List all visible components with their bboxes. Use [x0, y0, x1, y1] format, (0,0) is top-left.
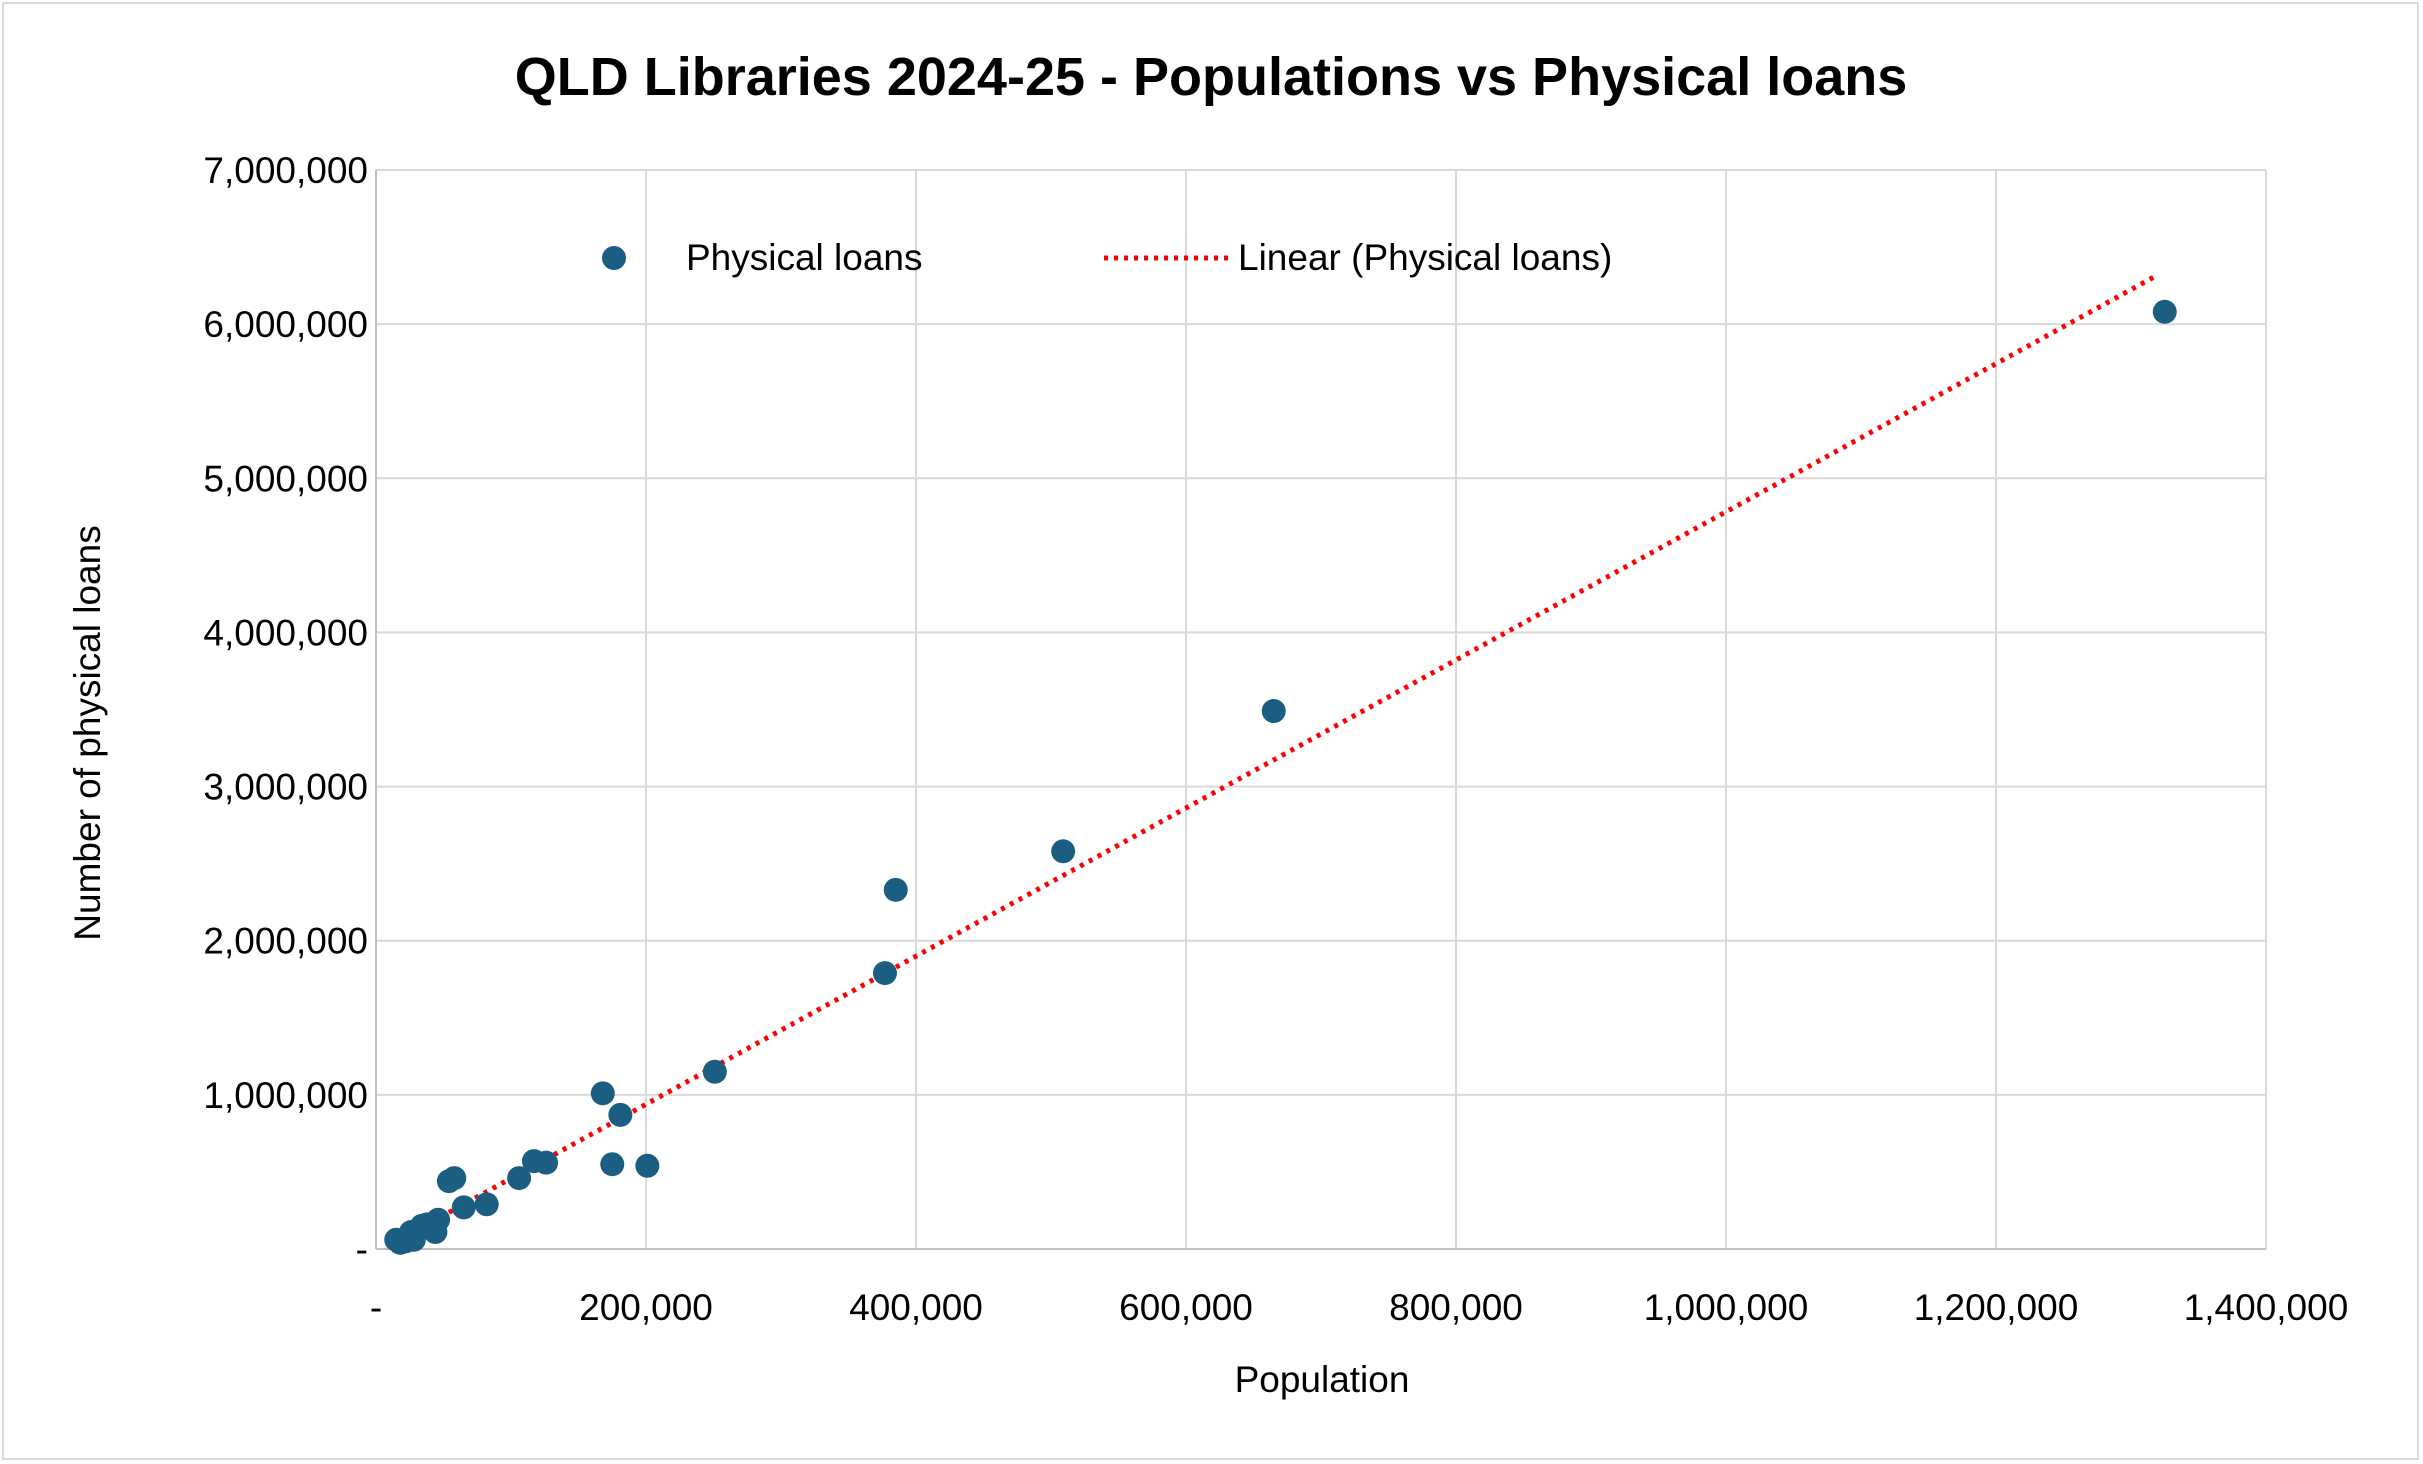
data-point	[590, 1081, 615, 1106]
gridlines	[376, 169, 2267, 1249]
y-tick-label: 2,000,000	[203, 921, 368, 962]
trendline-layer	[395, 272, 2160, 1244]
data-point	[635, 1153, 660, 1178]
x-tick-label: -	[370, 1287, 382, 1328]
y-tick-label: 1,000,000	[203, 1075, 368, 1116]
x-axis-title: Population	[1235, 1359, 1410, 1400]
x-tick-label: 1,200,000	[1914, 1287, 2079, 1328]
data-point	[451, 1195, 476, 1220]
legend-label-physical-loans: Physical loans	[686, 237, 923, 278]
data-point	[507, 1166, 532, 1191]
x-tick-label: 600,000	[1119, 1287, 1253, 1328]
data-point	[2152, 299, 2177, 324]
y-axis-title: Number of physical loans	[67, 525, 108, 940]
data-point	[608, 1102, 633, 1127]
data-point	[702, 1059, 727, 1084]
y-tick-label: 3,000,000	[203, 767, 368, 808]
data-points	[384, 299, 2177, 1255]
data-point	[534, 1150, 559, 1175]
legend-marker-physical-loans	[602, 246, 626, 270]
trendline	[395, 272, 2160, 1244]
x-tick-label: 400,000	[849, 1287, 983, 1328]
x-tick-labels: - 200,000 400,000 600,000 800,000 1,000,000 1,…	[370, 1287, 2348, 1328]
x-tick-label: 1,400,000	[2184, 1287, 2349, 1328]
y-tick-label: 4,000,000	[203, 612, 368, 653]
y-tick-label: 5,000,000	[203, 458, 368, 499]
y-tick-label: -	[356, 1229, 368, 1270]
legend: Physical loans Linear (Physical loans)	[602, 237, 1612, 278]
data-point	[442, 1166, 467, 1191]
y-tick-label: 7,000,000	[203, 150, 368, 191]
data-point	[1261, 699, 1286, 724]
legend-label-trendline: Linear (Physical loans)	[1238, 237, 1612, 278]
data-point	[1051, 839, 1076, 864]
data-point	[600, 1152, 625, 1177]
data-point	[474, 1192, 499, 1217]
y-tick-labels: - 1,000,000 2,000,000 3,000,000 4,000,000 5,0…	[203, 150, 368, 1270]
data-point	[883, 877, 908, 902]
y-tick-label: 6,000,000	[203, 304, 368, 345]
chart-title: QLD Libraries 2024-25 - Populations vs P…	[515, 47, 1908, 107]
axes	[375, 170, 2266, 1250]
data-point	[426, 1207, 451, 1232]
x-tick-label: 1,000,000	[1644, 1287, 1809, 1328]
x-tick-label: 800,000	[1389, 1287, 1523, 1328]
x-tick-label: 200,000	[579, 1287, 713, 1328]
data-point	[872, 961, 897, 986]
